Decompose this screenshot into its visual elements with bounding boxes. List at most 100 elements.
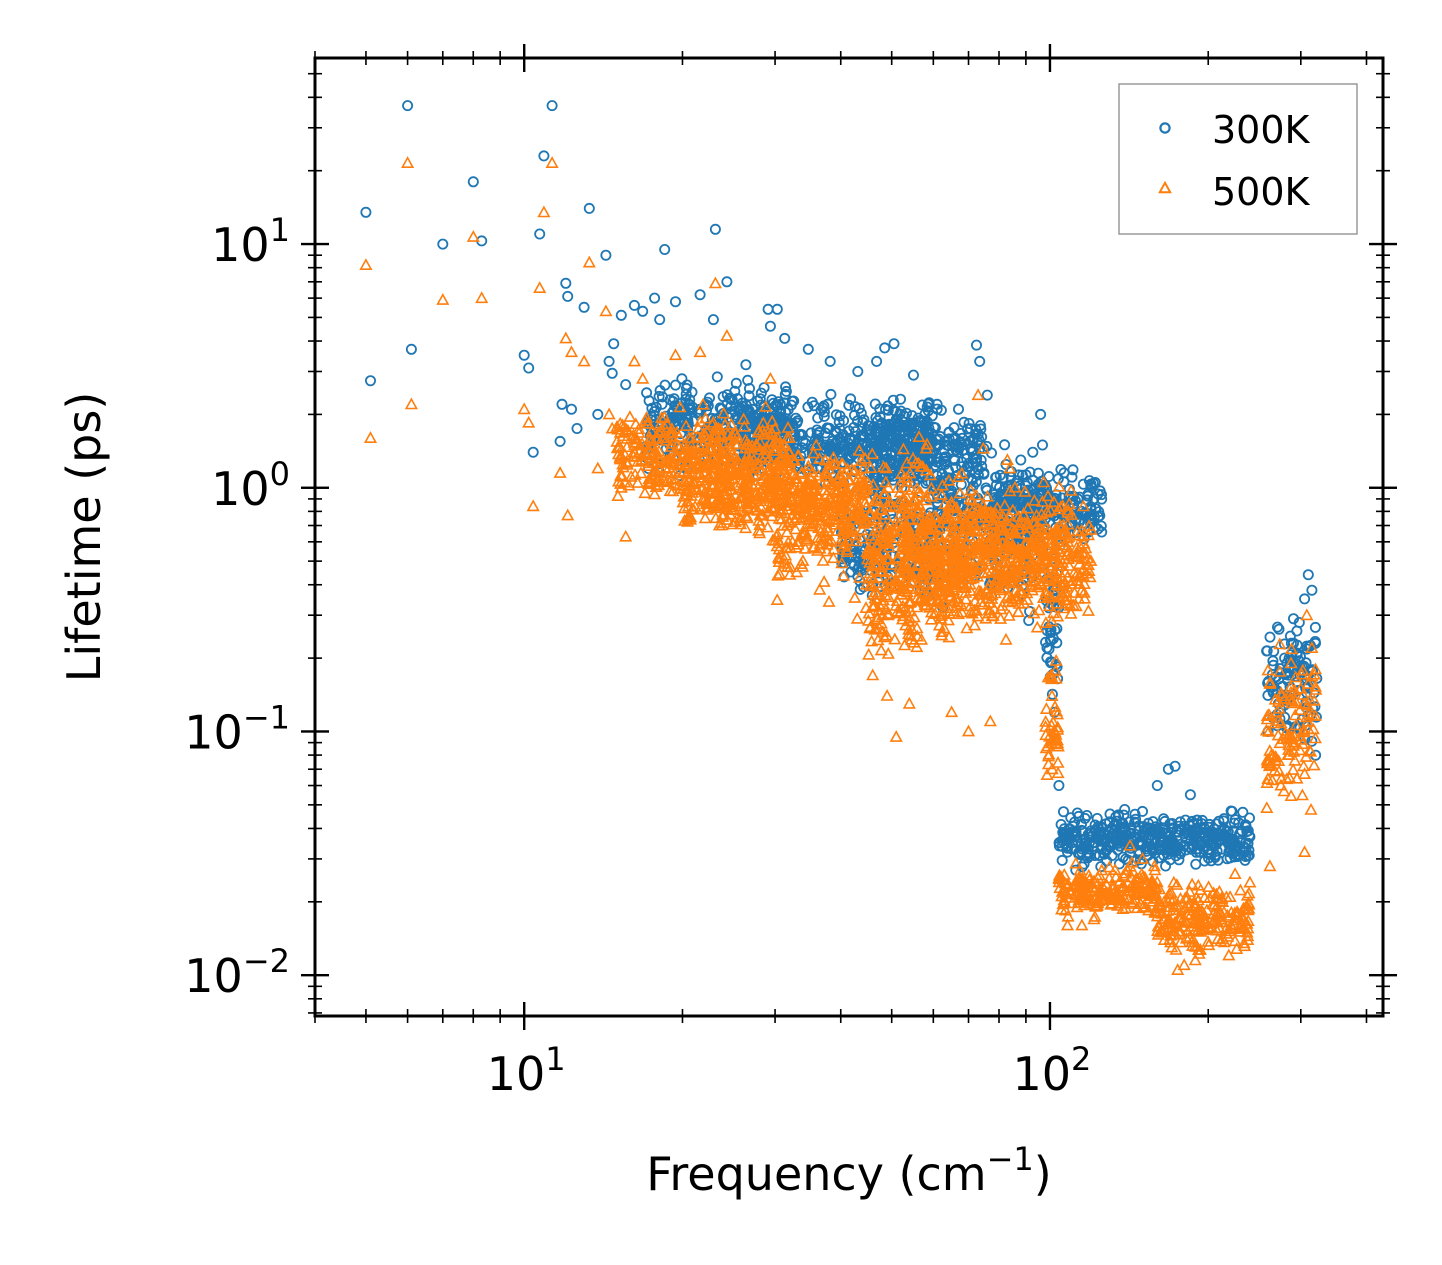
data-point [823,490,837,503]
data-point [1053,837,1065,849]
data-point [627,431,641,444]
data-point [1083,837,1095,849]
data-point [879,342,891,354]
data-point [817,575,831,587]
data-point [738,433,753,446]
data-point [665,436,679,449]
data-point [1099,877,1113,890]
data-point [1173,854,1185,866]
data-point [1262,689,1274,701]
data-point [924,612,938,625]
data-point [1032,603,1046,616]
data-point [533,281,547,294]
data-point [1151,780,1163,792]
data-point [360,206,372,218]
data-point [698,484,712,497]
data-point [1026,578,1040,590]
data-point [985,592,999,604]
data-point [972,536,986,548]
data-point [901,507,915,519]
data-point [743,390,755,402]
data-point [664,425,678,438]
data-point [793,429,805,441]
data-point [802,343,814,355]
data-point [969,488,983,501]
data-point [646,447,660,460]
data-point [706,415,720,428]
data-point [897,421,909,433]
data-point [1094,510,1106,522]
data-point [871,549,885,562]
data-point [703,456,717,468]
data-point [888,404,900,416]
data-point [818,410,830,422]
data-point [1051,609,1065,622]
data-point [914,459,928,472]
data-point [919,493,933,506]
data-point [1128,888,1143,900]
data-point [921,553,936,566]
data-point [898,638,912,651]
data-point [1036,591,1051,604]
data-point [1008,480,1022,493]
data-point [1269,750,1283,763]
data-point [730,452,744,465]
data-point [820,511,834,524]
data-point [1061,517,1075,530]
data-point [1294,651,1306,663]
data-point [841,525,855,538]
data-point [966,473,978,485]
data-point [948,523,962,535]
data-point [839,485,853,498]
data-point [947,533,961,546]
data-point [886,430,898,442]
data-point [963,417,975,429]
data-point [1230,942,1244,955]
data-point [1023,540,1037,553]
data-point [843,437,855,449]
data-point [664,464,678,477]
data-point [876,593,890,606]
data-point [1097,892,1111,904]
data-point [837,523,851,536]
data-point [1044,561,1059,573]
data-point [949,534,963,547]
data-point [837,439,849,451]
data-point [627,354,641,367]
data-point [813,426,825,438]
data-point [911,485,925,498]
data-point [919,441,933,454]
data-point [895,533,909,546]
data-point [951,512,966,524]
data-point [684,462,699,474]
data-point [723,461,737,473]
data-point [1040,768,1054,781]
data-point [957,517,971,530]
data-point [603,355,615,367]
data-point [1049,527,1064,540]
data-point [952,470,966,483]
data-point [764,320,776,332]
data-point [845,566,857,578]
data-point [1225,805,1237,817]
data-point [1133,820,1145,832]
data-point [600,249,612,261]
data-point [634,443,648,456]
data-point [773,494,787,507]
data-point [1042,558,1056,571]
data-point [959,537,973,550]
data-point [739,521,753,534]
data-point [743,470,757,483]
data-point [833,508,847,521]
data-point [730,377,742,389]
data-point [1174,848,1186,860]
data-point [881,647,895,659]
data-point [1208,838,1220,850]
data-point [869,585,883,598]
data-point [693,345,707,358]
data-point [1165,920,1179,933]
data-point [615,468,629,481]
data-point [918,554,932,567]
data-point [935,628,949,641]
data-point [616,429,630,442]
